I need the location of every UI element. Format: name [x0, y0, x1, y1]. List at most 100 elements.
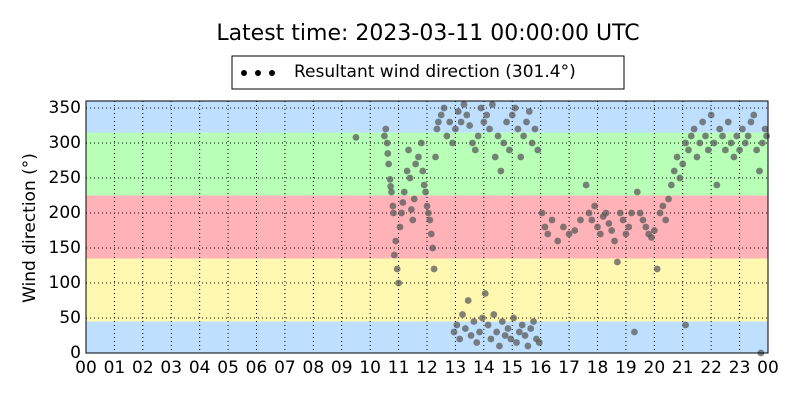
data-point — [477, 104, 485, 112]
data-point — [636, 209, 644, 217]
data-point — [538, 209, 546, 217]
data-point — [464, 297, 472, 304]
data-point — [531, 125, 539, 133]
y-tick-label: 350 — [49, 98, 81, 118]
data-point — [656, 209, 664, 217]
data-point — [422, 188, 429, 196]
data-point — [494, 132, 502, 140]
data-point — [454, 108, 462, 115]
x-tick-label: 01 — [104, 358, 126, 378]
y-tick-label: 300 — [49, 133, 81, 153]
data-point — [565, 230, 573, 238]
data-point — [642, 223, 650, 231]
data-point — [410, 195, 418, 203]
data-point — [470, 318, 478, 325]
x-tick-label: 07 — [274, 358, 296, 378]
data-point — [685, 146, 692, 154]
data-point — [488, 101, 496, 108]
data-point — [513, 339, 520, 346]
data-point — [524, 342, 532, 350]
data-point — [622, 230, 630, 238]
data-point — [487, 335, 495, 343]
data-point — [511, 104, 519, 112]
data-point — [479, 314, 486, 322]
legend-marker — [255, 70, 261, 76]
data-point — [430, 265, 438, 273]
data-point — [433, 125, 441, 133]
data-point — [412, 160, 420, 168]
data-point — [591, 202, 599, 210]
data-point — [534, 146, 542, 154]
data-point — [508, 111, 516, 119]
data-point — [425, 209, 432, 217]
data-point — [389, 202, 397, 210]
data-point — [719, 132, 726, 140]
data-point — [392, 237, 400, 245]
data-point — [736, 146, 743, 154]
data-point — [432, 153, 439, 161]
data-point — [518, 321, 526, 329]
data-point — [611, 237, 618, 245]
data-point — [384, 150, 392, 157]
data-point — [730, 153, 738, 161]
data-point — [753, 146, 761, 154]
data-point — [407, 206, 415, 213]
x-tick-label: 09 — [331, 358, 353, 378]
data-point — [406, 174, 414, 182]
data-point — [721, 146, 729, 154]
x-tick-label: 20 — [644, 358, 666, 378]
data-point — [457, 118, 465, 126]
data-point — [631, 328, 638, 336]
data-point — [662, 216, 670, 224]
data-point — [616, 209, 624, 217]
data-point — [633, 188, 641, 196]
data-point — [523, 118, 530, 126]
y-tick-label: 200 — [49, 203, 81, 223]
data-point — [395, 279, 402, 287]
data-point — [560, 223, 567, 231]
data-point — [496, 342, 503, 350]
y-tick-label: 50 — [59, 308, 81, 328]
data-point — [530, 318, 537, 325]
data-point — [525, 108, 533, 115]
data-point — [382, 125, 390, 133]
x-tick-label: 19 — [615, 358, 637, 378]
data-point — [625, 223, 633, 231]
data-point — [596, 230, 604, 238]
data-point — [648, 234, 655, 241]
data-point — [352, 134, 360, 141]
data-point — [388, 188, 395, 196]
data-point — [724, 118, 732, 126]
data-point — [491, 153, 499, 161]
data-point — [619, 216, 627, 224]
points — [352, 101, 770, 357]
data-point — [693, 153, 701, 161]
data-point — [461, 325, 469, 332]
data-point — [506, 146, 513, 154]
data-point — [548, 216, 556, 224]
data-point — [474, 132, 482, 140]
data-point — [515, 328, 523, 336]
data-point — [528, 139, 536, 147]
data-point — [504, 325, 512, 332]
x-tick-label: 23 — [729, 358, 751, 378]
data-point — [554, 237, 562, 245]
x-tick-label: 05 — [217, 358, 239, 378]
y-axis-label: Wind direction (°) — [20, 153, 40, 303]
data-point — [514, 125, 522, 133]
data-point — [420, 181, 428, 189]
x-tick-label: 16 — [530, 358, 552, 378]
data-point — [628, 209, 635, 217]
x-tick-label: 13 — [445, 358, 467, 378]
data-point — [756, 167, 763, 175]
data-point — [667, 181, 675, 189]
data-point — [434, 118, 442, 126]
data-point — [446, 118, 454, 126]
data-point — [507, 335, 515, 343]
x-tick-label: 10 — [359, 358, 381, 378]
data-point — [713, 181, 721, 189]
data-point — [503, 118, 510, 126]
data-point — [417, 139, 425, 147]
data-point — [702, 132, 709, 140]
data-point — [750, 111, 758, 119]
